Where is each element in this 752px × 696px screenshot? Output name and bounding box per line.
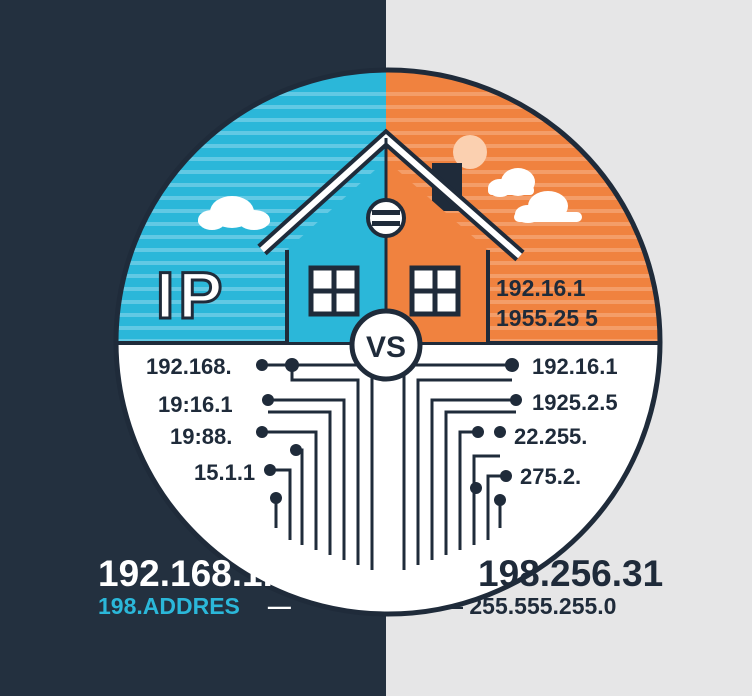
right-address-3: 22.255. (514, 424, 587, 449)
sky-stripe (116, 261, 386, 265)
sky-stripe (116, 300, 386, 304)
sky-stripe (386, 326, 660, 330)
sky-stripe (116, 157, 386, 161)
sky-stripe (116, 235, 386, 239)
left-bottom-address: 192.168.1.1 (98, 553, 293, 594)
right-bottom-address: 198.256.31 (478, 553, 663, 594)
sky-stripe (116, 144, 386, 148)
left-address-4: 15.1.1 (194, 460, 255, 485)
sky-stripe (386, 300, 660, 304)
left-address-1: 192.168. (146, 354, 232, 379)
window-icon (308, 265, 360, 317)
house-address-1: 192.16.1 (496, 275, 586, 301)
left-bottom-sub: 198.ADDRES — (98, 593, 291, 619)
sky-stripe (386, 157, 660, 161)
right-address-4: 275.2. (520, 464, 581, 489)
vent-icon (366, 198, 406, 238)
sky-stripe (116, 326, 386, 330)
sky-stripe (386, 274, 660, 278)
circle-outline (113, 67, 663, 617)
sky-stripe (116, 274, 386, 278)
sun-icon (453, 135, 487, 169)
sky-stripe (116, 170, 386, 174)
sky-stripe (386, 144, 660, 148)
sky-stripe (116, 183, 386, 187)
cloud-icon (488, 168, 535, 197)
left-address-3: 19:88. (170, 424, 232, 449)
circuit-nodes-left (256, 358, 302, 504)
sky-stripe (116, 118, 386, 122)
left-address-2: 19:16.1 (158, 392, 233, 417)
cloud-icon (198, 196, 270, 230)
sky-stripe (116, 287, 386, 291)
window-icon (409, 265, 461, 317)
ip-label: IP (156, 258, 226, 332)
sky-stripe (386, 118, 660, 122)
sky-stripe (386, 287, 660, 291)
sky-stripe (386, 131, 660, 135)
vs-badge (349, 308, 423, 382)
sky-stripe (116, 313, 386, 317)
right-address-2: 1925.2.5 (532, 390, 618, 415)
cloud-icon (514, 191, 582, 223)
right-bottom-sub: — 255.555.255.0 (440, 593, 616, 619)
sky-stripe (386, 261, 660, 265)
circuit-nodes-right (470, 358, 522, 506)
right-address-1: 192.16.1 (532, 354, 618, 379)
vs-label: VS (366, 331, 406, 364)
sky-stripe (386, 222, 660, 226)
house-address-2: 1955.25 5 (496, 305, 598, 331)
sky-stripe (116, 131, 386, 135)
sky-stripe (386, 235, 660, 239)
sky-stripe (116, 248, 386, 252)
sky-stripe (116, 196, 386, 200)
sky-stripe (386, 196, 660, 200)
sky-stripe (386, 313, 660, 317)
